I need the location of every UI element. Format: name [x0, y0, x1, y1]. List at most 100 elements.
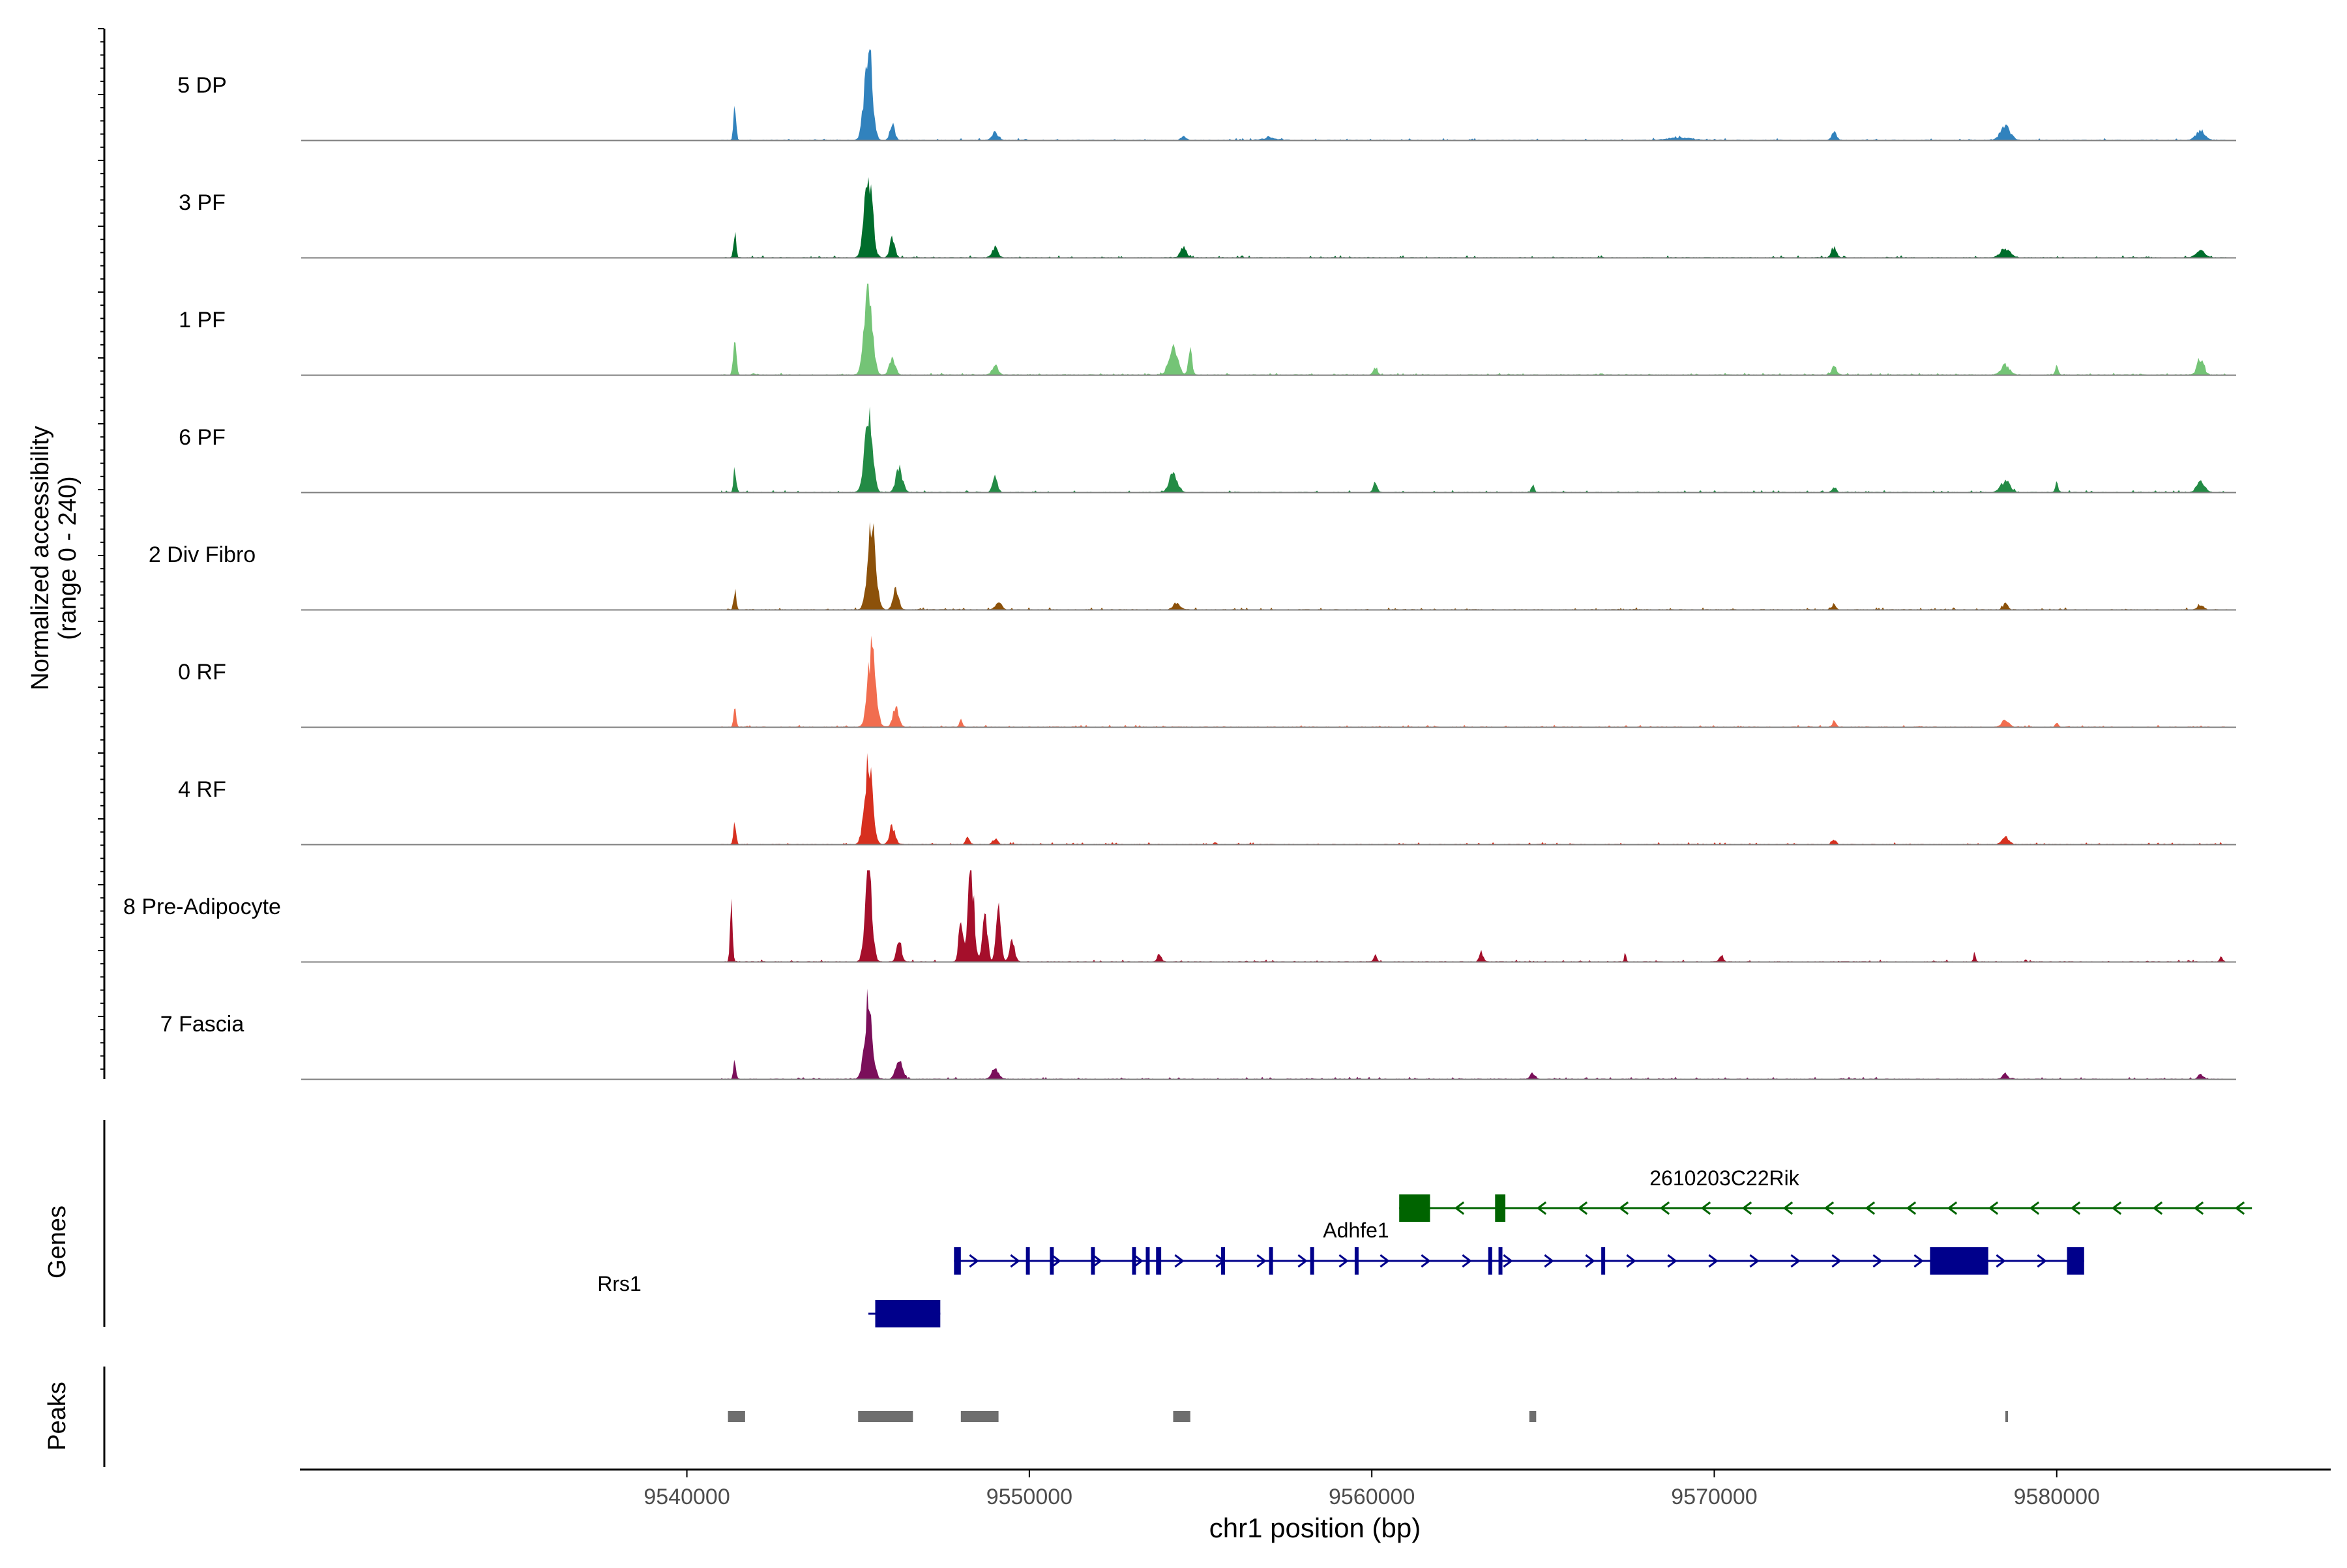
track-label: 8 Pre-Adipocyte	[123, 895, 281, 919]
track-6-pf: 6 PF	[179, 406, 2236, 494]
gene-strand-chevron	[969, 1254, 979, 1268]
gene-strand-chevron	[1338, 1254, 1349, 1268]
gene-strand-chevron	[1872, 1254, 1883, 1268]
gene-exon	[954, 1247, 961, 1275]
track-label: 3 PF	[179, 190, 226, 215]
track-coverage-area	[721, 49, 2228, 140]
track-4-rf: 4 RF	[178, 753, 2236, 846]
gene-exon	[1221, 1247, 1226, 1275]
track-2-div-fibro: 2 Div Fibro	[149, 522, 2236, 611]
x-axis-tick-label: 9570000	[1671, 1485, 1757, 1509]
peak-region	[728, 1411, 745, 1422]
gene-exon	[875, 1300, 941, 1327]
gene-exon	[1488, 1247, 1492, 1275]
gene-strand-chevron	[1659, 1201, 1670, 1215]
gene-exon	[1091, 1247, 1095, 1275]
gene-strand-chevron	[1865, 1201, 1876, 1215]
gene-exon	[1310, 1247, 1314, 1275]
track-coverage-area	[721, 177, 2228, 258]
track-8-pre-adipocyte: 8 Pre-Adipocyte	[123, 870, 2236, 963]
gene-strand-chevron	[1051, 1254, 1061, 1268]
gene-strand-chevron	[1708, 1254, 1719, 1268]
gene-label: Rrs1	[597, 1272, 642, 1295]
gene-strand-chevron	[1947, 1201, 1958, 1215]
gene-label: 2610203C22Rik	[1649, 1166, 1800, 1190]
x-axis-tick-label: 9550000	[986, 1485, 1072, 1509]
gene-strand-chevron	[2111, 1201, 2122, 1215]
gene-strand-chevron	[1790, 1254, 1801, 1268]
peak-region	[1173, 1411, 1190, 1422]
gene-strand-chevron	[1831, 1254, 1842, 1268]
gene-strand-chevron	[2193, 1201, 2204, 1215]
gene-strand-chevron	[1503, 1254, 1513, 1268]
gene-strand-chevron	[1913, 1254, 1924, 1268]
x-axis-tick-label: 9540000	[643, 1485, 730, 1509]
y-axis-label: Normalized accessibility	[27, 426, 54, 690]
peaks-panel	[728, 1411, 2008, 1422]
axes: 9540000 9550000 9560000 9570000 9580000	[98, 28, 2331, 1509]
gene-strand-chevron	[2029, 1201, 2040, 1215]
gene-strand-chevron	[1536, 1201, 1547, 1215]
gene-strand-chevron	[2234, 1201, 2245, 1215]
track-coverage-area	[721, 988, 2228, 1079]
gene-strand-chevron	[1577, 1201, 1588, 1215]
peak-region	[1529, 1411, 1537, 1422]
track-5-dp: 5 DP	[177, 49, 2236, 141]
gene-exon	[1498, 1247, 1503, 1275]
gene-exon	[2067, 1247, 2084, 1275]
gene-strand-chevron	[1454, 1201, 1465, 1215]
gene-strand-chevron	[2152, 1201, 2163, 1215]
gene-strand-chevron	[1133, 1254, 1144, 1268]
gene-exon	[1601, 1247, 1606, 1275]
track-coverage-area	[721, 284, 2228, 375]
gene-exon	[1399, 1194, 1430, 1222]
y-axis-label-range: (range 0 - 240)	[54, 476, 81, 640]
x-axis-tick-label: 9580000	[2014, 1485, 2100, 1509]
gene-strand-chevron	[1174, 1254, 1185, 1268]
gene-strand-chevron	[1700, 1201, 1711, 1215]
gene-exon	[1156, 1247, 1162, 1275]
genes-panel: 2610203C22Rik Adhfe1 Rrs1	[597, 1166, 2252, 1327]
gene-strand-chevron	[1749, 1254, 1760, 1268]
peaks-panel-label: Peaks	[44, 1382, 71, 1451]
gene-strand-chevron	[1996, 1254, 2006, 1268]
x-axis-tick-label: 9560000	[1329, 1485, 1415, 1509]
gene-strand-chevron	[1380, 1254, 1390, 1268]
gene-rrs1: Rrs1	[597, 1272, 941, 1327]
track-coverage-area	[721, 636, 2228, 727]
track-label: 2 Div Fibro	[149, 542, 256, 567]
gene-exon	[1132, 1247, 1136, 1275]
track-label: 6 PF	[179, 425, 226, 450]
peak-region	[858, 1411, 913, 1422]
gene-exon	[1269, 1247, 1273, 1275]
gene-strand-chevron	[1626, 1254, 1636, 1268]
gene-strand-chevron	[1421, 1254, 1431, 1268]
gene-strand-chevron	[1618, 1201, 1629, 1215]
gene-strand-chevron	[1092, 1254, 1102, 1268]
track-label: 1 PF	[179, 308, 226, 333]
track-label: 5 DP	[177, 73, 227, 98]
gene-exon	[1930, 1247, 1988, 1275]
track-0-rf: 0 RF	[178, 636, 2236, 728]
track-7-fascia: 7 Fascia	[160, 988, 2236, 1080]
track-coverage-area	[721, 406, 2228, 492]
track-coverage-area	[721, 522, 2228, 610]
gene-exon	[1026, 1247, 1030, 1275]
peak-region	[2005, 1411, 2008, 1422]
gene-exon	[1050, 1247, 1054, 1275]
gene-strand-chevron	[1462, 1254, 1472, 1268]
gene-strand-chevron	[1256, 1254, 1267, 1268]
track-coverage-area	[721, 753, 2228, 844]
gene-strand-chevron	[2070, 1201, 2081, 1215]
gene-label: Adhfe1	[1323, 1219, 1389, 1242]
gene-strand-chevron	[1544, 1254, 1554, 1268]
x-axis-label: chr1 position (bp)	[1209, 1513, 1421, 1543]
gene-exon	[1354, 1247, 1359, 1275]
track-label: 7 Fascia	[160, 1012, 244, 1037]
gene-strand-chevron	[1823, 1201, 1835, 1215]
track-label: 4 RF	[178, 777, 226, 802]
gene-adhfe1: Adhfe1	[954, 1219, 2084, 1275]
track-coverage-area	[721, 870, 2228, 962]
